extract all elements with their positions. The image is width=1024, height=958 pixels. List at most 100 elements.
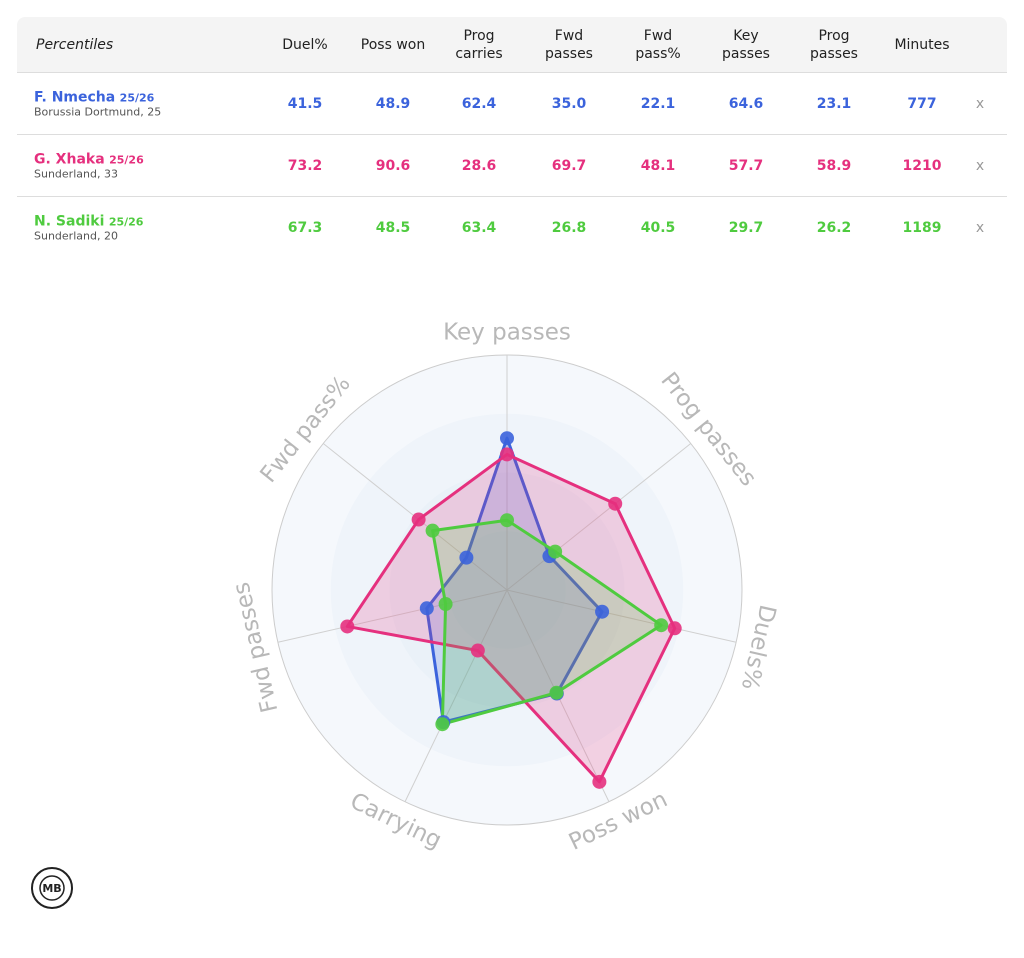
stat-value: 777 bbox=[907, 95, 937, 112]
radar-point bbox=[608, 496, 623, 511]
column-header: Prog passes bbox=[791, 27, 877, 63]
table-header: Percentiles Duel% Poss won Prog carries Fwd p… bbox=[17, 17, 1007, 73]
column-header-line: passes bbox=[722, 45, 770, 62]
radar-point bbox=[435, 717, 450, 732]
player-row: F. Nmecha 25/26 Borussia Dortmund, 25 41.5… bbox=[17, 73, 1007, 135]
axis-label: Poss won bbox=[565, 786, 672, 855]
axis-spoke bbox=[506, 443, 692, 591]
radar-point bbox=[425, 523, 440, 538]
player-info: F. Nmecha 25/26 Borussia Dortmund, 25 bbox=[34, 89, 161, 118]
logo-text: MB bbox=[42, 882, 61, 895]
grid-ring bbox=[330, 413, 684, 767]
radar-point bbox=[500, 513, 514, 528]
column-header-line: pass% bbox=[635, 45, 681, 62]
player-info: G. Xhaka 25/26 Sunderland, 33 bbox=[34, 151, 144, 180]
stat-value: 48.1 bbox=[640, 157, 676, 174]
stat-value: 48.5 bbox=[375, 219, 411, 236]
radar-point bbox=[411, 512, 426, 527]
axis-spoke bbox=[506, 589, 610, 802]
radar-point bbox=[595, 604, 610, 619]
column-header: Fwd pass% bbox=[615, 27, 701, 63]
radar-point bbox=[459, 550, 474, 565]
column-header-line: Minutes bbox=[894, 36, 950, 53]
column-header: Poss won bbox=[350, 36, 436, 54]
column-header: Prog carries bbox=[436, 27, 522, 63]
comparison-table: Percentiles Duel% Poss won Prog carries Fwd p… bbox=[17, 17, 1007, 258]
column-header-line: carries bbox=[455, 45, 503, 62]
player-name-line: F. Nmecha 25/26 bbox=[34, 89, 161, 105]
radar-point bbox=[592, 774, 607, 789]
player-name: G. Xhaka bbox=[34, 151, 105, 167]
axis-label: Fwd pass% bbox=[255, 371, 355, 488]
player-name-line: N. Sadiki 25/26 bbox=[34, 213, 143, 229]
column-header-line: passes bbox=[545, 45, 593, 62]
logo: MB bbox=[31, 867, 73, 909]
radar-point bbox=[548, 544, 563, 559]
remove-button[interactable]: x bbox=[975, 157, 985, 174]
radar-area bbox=[431, 518, 663, 726]
stat-value: 35.0 bbox=[551, 95, 587, 112]
column-header-line: Prog bbox=[463, 27, 495, 44]
player-team: Sunderland, 33 bbox=[34, 167, 118, 180]
radar-point bbox=[438, 597, 453, 612]
radar-point bbox=[500, 431, 514, 446]
player-season: 25/26 bbox=[108, 215, 144, 228]
axis-label: Key passes bbox=[443, 320, 571, 346]
column-header-line: Duel% bbox=[282, 36, 328, 53]
stat-value: 40.5 bbox=[640, 219, 676, 236]
player-name: F. Nmecha bbox=[34, 89, 116, 105]
stat-value: 67.3 bbox=[287, 219, 323, 236]
radar-point bbox=[542, 549, 557, 564]
stat-value: 63.4 bbox=[461, 219, 497, 236]
grid-ring bbox=[389, 472, 625, 708]
column-header-line: Key bbox=[733, 27, 759, 44]
player-info: N. Sadiki 25/26 Sunderland, 20 bbox=[34, 213, 143, 242]
grid-ring bbox=[271, 354, 743, 826]
radar-point bbox=[500, 447, 514, 462]
column-header-line: Fwd bbox=[554, 27, 584, 44]
radar-point bbox=[340, 619, 355, 634]
axis-label: Carrying bbox=[346, 788, 445, 854]
player-row: N. Sadiki 25/26 Sunderland, 20 67.3 48.5 63.… bbox=[17, 197, 1007, 258]
stat-value: 58.9 bbox=[816, 157, 852, 174]
logo-inner bbox=[39, 875, 65, 901]
stat-value: 64.6 bbox=[728, 95, 764, 112]
stat-value: 69.7 bbox=[551, 157, 587, 174]
radar-point bbox=[654, 618, 669, 633]
radar-point bbox=[549, 686, 564, 701]
player-season: 25/26 bbox=[109, 153, 144, 166]
radar-point bbox=[667, 621, 682, 636]
stat-value: 48.9 bbox=[375, 95, 411, 112]
axis-label: Prog passes bbox=[655, 368, 761, 491]
stat-value: 57.7 bbox=[728, 157, 764, 174]
radar-area bbox=[345, 452, 677, 784]
player-team: Sunderland, 20 bbox=[34, 229, 118, 242]
stat-value: 1189 bbox=[902, 219, 942, 236]
radar-point bbox=[436, 715, 451, 730]
table-title: Percentiles bbox=[36, 36, 114, 53]
axis-spoke bbox=[277, 589, 508, 643]
column-header-line: passes bbox=[810, 45, 858, 62]
radar-point bbox=[549, 685, 564, 700]
stat-value: 41.5 bbox=[287, 95, 323, 112]
column-header-line: Prog bbox=[818, 27, 850, 44]
logo-ring bbox=[31, 867, 73, 909]
radar-point bbox=[419, 601, 434, 616]
remove-button[interactable]: x bbox=[975, 219, 985, 236]
radar-area bbox=[425, 436, 604, 724]
stat-value: 90.6 bbox=[375, 157, 411, 174]
column-header: Fwd passes bbox=[526, 27, 612, 63]
stat-value: 1210 bbox=[902, 157, 942, 174]
player-season: 25/26 bbox=[119, 91, 155, 104]
player-name-line: G. Xhaka 25/26 bbox=[34, 151, 144, 167]
axis-spoke bbox=[404, 589, 508, 802]
axis-spoke bbox=[506, 589, 737, 643]
remove-button[interactable]: x bbox=[975, 95, 985, 112]
column-header: Key passes bbox=[703, 27, 789, 63]
player-team: Borussia Dortmund, 25 bbox=[34, 105, 162, 118]
axis-label: Fwd passes bbox=[229, 580, 284, 715]
player-row: G. Xhaka 25/26 Sunderland, 33 73.2 90.6 28.6… bbox=[17, 135, 1007, 197]
column-header-line: Fwd bbox=[643, 27, 673, 44]
radar-point bbox=[470, 643, 485, 658]
